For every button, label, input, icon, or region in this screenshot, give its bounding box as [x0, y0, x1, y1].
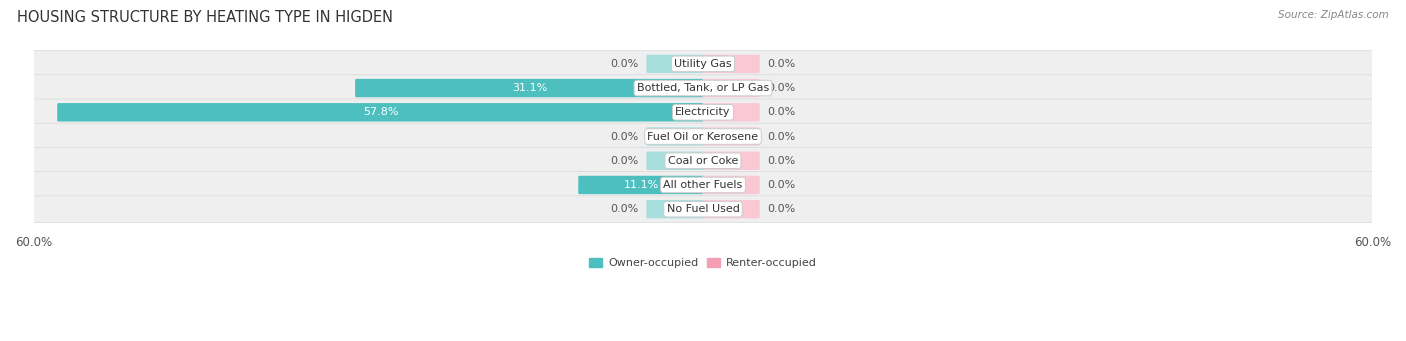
FancyBboxPatch shape	[702, 103, 759, 121]
Text: 0.0%: 0.0%	[610, 59, 638, 69]
FancyBboxPatch shape	[32, 123, 1374, 150]
Text: Source: ZipAtlas.com: Source: ZipAtlas.com	[1278, 10, 1389, 20]
FancyBboxPatch shape	[702, 176, 759, 194]
FancyBboxPatch shape	[58, 103, 704, 121]
Text: Electricity: Electricity	[675, 107, 731, 117]
Text: 0.0%: 0.0%	[610, 132, 638, 142]
FancyBboxPatch shape	[32, 147, 1374, 174]
Text: 0.0%: 0.0%	[768, 204, 796, 214]
FancyBboxPatch shape	[647, 55, 704, 73]
Text: 57.8%: 57.8%	[363, 107, 398, 117]
Legend: Owner-occupied, Renter-occupied: Owner-occupied, Renter-occupied	[585, 253, 821, 273]
Text: All other Fuels: All other Fuels	[664, 180, 742, 190]
Text: Coal or Coke: Coal or Coke	[668, 156, 738, 166]
Text: 31.1%: 31.1%	[512, 83, 547, 93]
FancyBboxPatch shape	[647, 200, 704, 218]
Text: Bottled, Tank, or LP Gas: Bottled, Tank, or LP Gas	[637, 83, 769, 93]
Text: 0.0%: 0.0%	[768, 132, 796, 142]
FancyBboxPatch shape	[702, 55, 759, 73]
FancyBboxPatch shape	[702, 151, 759, 170]
FancyBboxPatch shape	[32, 172, 1374, 198]
FancyBboxPatch shape	[32, 196, 1374, 222]
FancyBboxPatch shape	[578, 176, 704, 194]
Text: 0.0%: 0.0%	[768, 180, 796, 190]
Text: Fuel Oil or Kerosene: Fuel Oil or Kerosene	[647, 132, 759, 142]
FancyBboxPatch shape	[356, 79, 704, 97]
FancyBboxPatch shape	[32, 50, 1374, 77]
Text: 0.0%: 0.0%	[610, 204, 638, 214]
Text: 0.0%: 0.0%	[610, 156, 638, 166]
Text: 0.0%: 0.0%	[768, 107, 796, 117]
Text: 11.1%: 11.1%	[623, 180, 658, 190]
Text: 0.0%: 0.0%	[768, 83, 796, 93]
FancyBboxPatch shape	[32, 75, 1374, 101]
FancyBboxPatch shape	[702, 127, 759, 146]
FancyBboxPatch shape	[32, 99, 1374, 125]
FancyBboxPatch shape	[647, 127, 704, 146]
FancyBboxPatch shape	[702, 79, 759, 97]
FancyBboxPatch shape	[702, 200, 759, 218]
FancyBboxPatch shape	[647, 151, 704, 170]
Text: No Fuel Used: No Fuel Used	[666, 204, 740, 214]
Text: Utility Gas: Utility Gas	[675, 59, 731, 69]
Text: 0.0%: 0.0%	[768, 59, 796, 69]
Text: 0.0%: 0.0%	[768, 156, 796, 166]
Text: HOUSING STRUCTURE BY HEATING TYPE IN HIGDEN: HOUSING STRUCTURE BY HEATING TYPE IN HIG…	[17, 10, 392, 25]
